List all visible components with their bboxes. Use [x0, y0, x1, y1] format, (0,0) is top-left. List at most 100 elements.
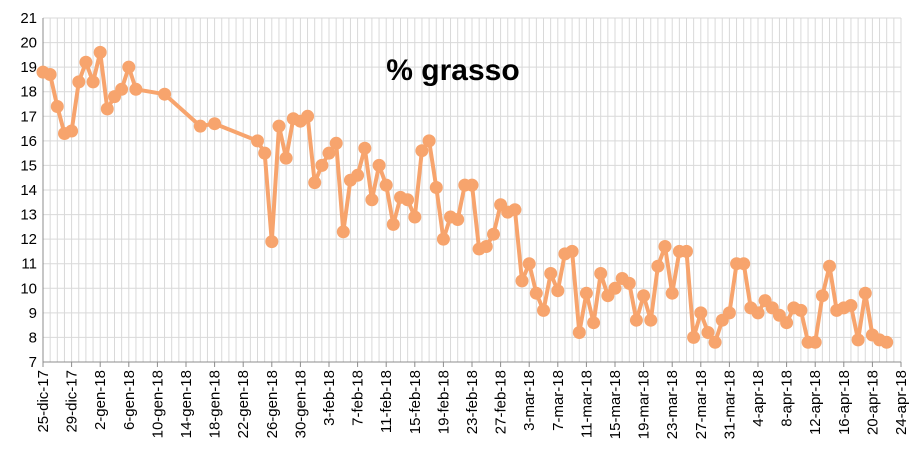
x-axis-tick-labels: 25-dic-17 29-dic-17 2-gen-18 6-gen-18 10-gen… — [35, 370, 910, 439]
x-tick-label: 22-gen-18 — [235, 370, 252, 438]
x-tick-label: 4-apr-18 — [750, 370, 767, 427]
data-point — [93, 45, 107, 59]
data-point — [844, 299, 858, 312]
data-point — [694, 306, 708, 320]
data-point — [608, 281, 622, 295]
data-point — [315, 158, 329, 172]
y-tick-label: 15 — [20, 157, 37, 174]
x-tick-label: 11-mar-18 — [578, 370, 595, 438]
x-tick-label: 20-apr-18 — [864, 370, 881, 435]
x-tick-label: 3-feb-18 — [321, 370, 338, 426]
data-point — [365, 193, 379, 207]
data-point — [386, 217, 400, 231]
data-point — [529, 286, 543, 300]
data-point — [572, 326, 586, 339]
data-point — [358, 141, 372, 155]
data-point — [808, 335, 822, 349]
y-tick-label: 8 — [29, 329, 37, 346]
x-tick-label: 3-mar-18 — [521, 370, 538, 431]
chart-title: % grasso — [386, 54, 519, 87]
data-point — [351, 168, 365, 182]
x-tick-label: 16-apr-18 — [836, 370, 853, 435]
y-tick-label: 18 — [20, 84, 37, 101]
x-tick-label: 25-dic-17 — [35, 370, 52, 433]
x-tick-label: 15-feb-18 — [407, 370, 424, 434]
x-tick-label: 26-gen-18 — [264, 370, 281, 438]
y-tick-label: 7 — [29, 354, 37, 371]
x-tick-label: 31-mar-18 — [721, 370, 738, 439]
data-point — [322, 146, 336, 160]
data-point — [780, 316, 794, 330]
data-point — [737, 257, 751, 271]
data-point — [122, 60, 136, 74]
x-tick-label: 2-gen-18 — [92, 370, 109, 430]
data-point — [880, 335, 894, 349]
x-tick-label: 8-apr-18 — [779, 370, 796, 427]
x-tick-label: 30-gen-18 — [292, 370, 309, 438]
x-tick-label: 27-mar-18 — [693, 370, 710, 439]
data-point — [858, 286, 872, 300]
data-point — [701, 326, 715, 339]
data-point — [279, 151, 293, 165]
x-tick-label: 29-dic-17 — [64, 370, 81, 433]
data-point — [544, 267, 558, 280]
x-tick-label: 7-feb-18 — [350, 370, 367, 426]
data-point — [794, 303, 808, 317]
data-point — [115, 82, 129, 96]
data-point — [50, 100, 64, 113]
data-point — [436, 232, 450, 246]
y-axis-tick-labels: 7 8 9 10 11 12 13 14 15 16 17 18 19 20 21 — [20, 10, 37, 371]
y-tick-label: 11 — [21, 256, 37, 273]
data-point — [415, 144, 429, 158]
x-tick-label: 18-gen-18 — [207, 370, 224, 438]
data-point — [680, 244, 693, 258]
x-tick-label: 11-feb-18 — [378, 370, 395, 433]
y-tick-label: 20 — [20, 35, 37, 52]
data-point — [86, 75, 100, 89]
data-point — [537, 303, 550, 317]
data-point — [815, 289, 829, 303]
x-tick-label: 14-gen-18 — [178, 370, 195, 438]
data-point — [301, 109, 315, 123]
data-point — [272, 119, 286, 133]
x-tick-label: 15-mar-18 — [607, 370, 624, 439]
data-point — [508, 203, 522, 217]
data-point — [651, 259, 665, 273]
data-point — [622, 276, 636, 290]
y-tick-label: 19 — [20, 59, 37, 76]
data-point — [372, 158, 386, 172]
data-point — [43, 68, 57, 81]
data-point — [665, 286, 679, 300]
x-tick-label: 27-feb-18 — [493, 370, 510, 434]
data-point — [72, 75, 86, 89]
data-point — [251, 134, 264, 148]
data-point — [193, 119, 207, 133]
data-point — [629, 313, 643, 327]
data-point — [851, 333, 865, 347]
data-point — [100, 102, 114, 116]
data-point — [658, 240, 672, 253]
data-point — [551, 284, 565, 298]
data-point — [515, 274, 529, 288]
data-point — [129, 82, 143, 96]
data-point — [687, 330, 701, 344]
data-point — [329, 136, 343, 150]
data-point — [422, 134, 436, 148]
data-point — [522, 257, 536, 271]
axes — [42, 18, 902, 367]
data-point — [479, 240, 493, 253]
x-tick-label: 19-feb-18 — [435, 370, 452, 434]
data-point — [722, 306, 736, 320]
data-point — [637, 289, 651, 303]
data-point — [587, 316, 601, 330]
y-tick-label: 16 — [20, 133, 37, 150]
data-point — [265, 235, 279, 249]
data-point — [158, 87, 172, 101]
data-point — [429, 181, 443, 194]
series-fat-percentage — [36, 45, 894, 349]
data-point — [565, 244, 579, 258]
data-point — [579, 286, 593, 300]
x-tick-label: 19-mar-18 — [636, 370, 653, 439]
grid-lines — [42, 17, 902, 363]
x-tick-label: 12-apr-18 — [807, 370, 824, 435]
